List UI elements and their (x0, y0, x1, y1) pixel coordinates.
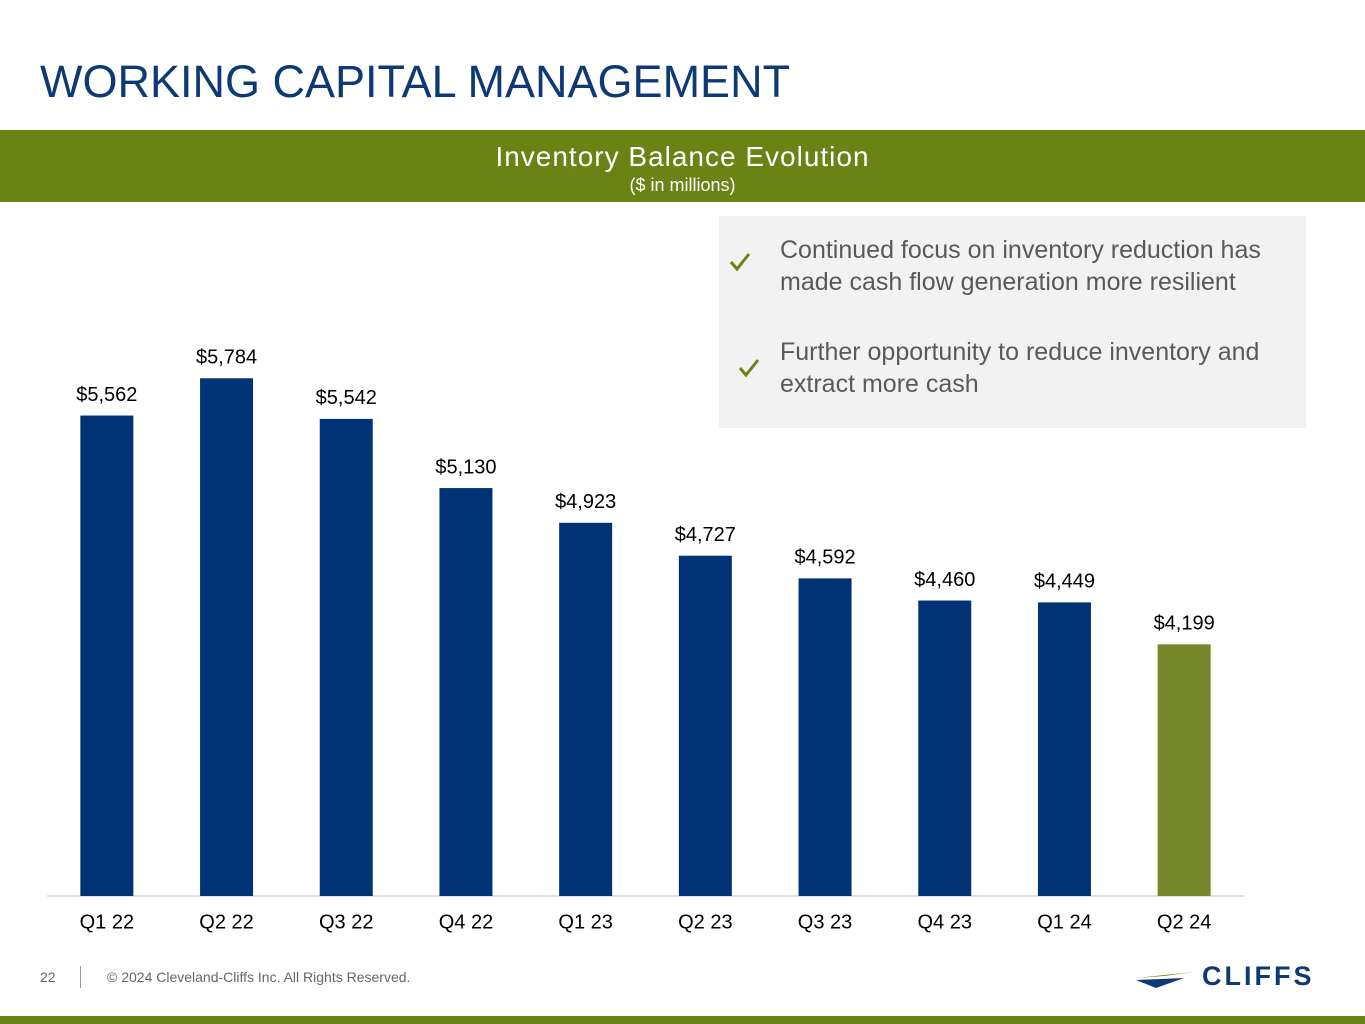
chart-subtitle: ($ in millions) (629, 175, 736, 195)
bullet-text: Continued focus on inventory reduction h… (780, 236, 1261, 296)
value-label: $4,923 (555, 491, 616, 513)
bar (1037, 602, 1091, 896)
bullet-box (719, 216, 1306, 428)
value-label: $5,784 (196, 347, 257, 369)
value-label: $5,542 (316, 387, 377, 409)
x-tick-label: Q3 23 (798, 911, 852, 933)
value-label: $4,727 (675, 524, 736, 546)
x-tick-label: Q1 23 (558, 911, 612, 933)
value-label: $4,199 (1154, 613, 1215, 635)
separator (80, 966, 81, 988)
copyright: © 2024 Cleveland-Cliffs Inc. All Rights … (107, 969, 411, 985)
value-label: $4,592 (794, 547, 855, 569)
x-tick-label: Q1 22 (80, 911, 134, 933)
bar (439, 488, 493, 896)
logo: CLIFFS (1202, 961, 1315, 991)
x-tick-label: Q2 23 (678, 911, 732, 933)
bar (200, 378, 254, 896)
bullet-text: Further opportunity to reduce inventory … (780, 338, 1260, 398)
logo-mark (1136, 972, 1194, 988)
check-icon (738, 359, 760, 378)
value-label: $4,449 (1034, 571, 1095, 593)
slide-title: WORKING CAPITAL MANAGEMENT (40, 56, 791, 107)
value-label: $4,460 (914, 569, 975, 591)
x-tick-label: Q1 24 (1037, 911, 1091, 933)
bar (319, 418, 373, 896)
check-icon (729, 253, 751, 272)
header-band (0, 130, 1365, 202)
chart: Q1 22 $5,562 Q2 22 $5,784 Q3 22 $5,542 Q4 22 $5… (47, 347, 1244, 933)
x-tick-label: Q2 24 (1157, 911, 1211, 933)
bar (559, 522, 613, 896)
x-tick-label: Q4 22 (439, 911, 493, 933)
bar (80, 415, 134, 896)
value-label: $5,130 (435, 456, 496, 478)
bar (918, 600, 972, 896)
x-tick-label: Q2 22 (199, 911, 253, 933)
bar (798, 578, 852, 896)
bar (1157, 644, 1211, 896)
bar (678, 555, 732, 896)
page-number: 22 (40, 969, 56, 985)
value-label: $5,562 (76, 384, 137, 406)
x-tick-label: Q4 23 (918, 911, 972, 933)
chart-title: Inventory Balance Evolution (495, 141, 870, 172)
x-tick-label: Q3 22 (319, 911, 373, 933)
footer-band (0, 1016, 1365, 1024)
